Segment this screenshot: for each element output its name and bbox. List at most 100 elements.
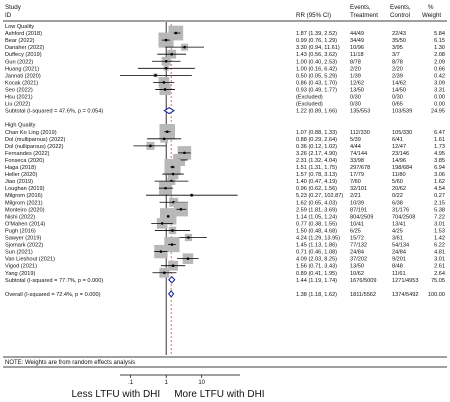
study-label: Haga (2018) [5, 165, 36, 171]
weight-percent: 0.66 [434, 66, 445, 72]
rr-ci-text: 1.87 (1.39, 2.52) [296, 31, 337, 37]
point-estimate [159, 250, 163, 253]
weight-percent: 4.81 [434, 250, 445, 256]
x-axis: .1 1 10 Less LTFU with DHI More LTFU with DH… [71, 374, 265, 400]
header-events-treatment-2: Treatment [350, 12, 378, 19]
point-estimate [170, 243, 174, 246]
weight-percent: 6.94 [434, 165, 445, 171]
point-estimate [165, 130, 169, 134]
rr-ci-text: 1.40 (0.47, 4.19) [296, 179, 337, 185]
study-label: Dol (multiparous) (2022) [5, 137, 65, 143]
events-treatment: 10/41 [350, 221, 364, 227]
overall-diamond [168, 290, 175, 298]
subtotal-label: Subtotal (I-squared = 77.7%, p = 0.000) [5, 278, 103, 284]
study-label: Sjomark (2022) [5, 243, 43, 249]
header-events-control-2: Control [390, 12, 410, 19]
study-label: Gun (2022) [5, 59, 33, 65]
subtotal-diamond [168, 276, 176, 284]
point-estimate [164, 186, 167, 190]
events-treatment: 4/44 [350, 144, 361, 150]
events-control: 14/96 [392, 158, 406, 164]
study-label: Milgrom (2021) [5, 200, 43, 206]
events-treatment: 37/202 [350, 257, 367, 263]
events-treatment: 12/62 [350, 80, 364, 86]
events-control: 20/62 [392, 186, 406, 192]
point-estimate [170, 52, 174, 56]
events-treatment: 74/144 [350, 151, 367, 157]
events-control: 3/95 [392, 45, 403, 51]
events-control: 35/50 [392, 38, 406, 44]
study-label: Fernandes (2022) [5, 151, 50, 157]
x-tick-label: 1 [165, 380, 169, 386]
events-control: 5/60 [392, 179, 403, 185]
point-estimate [162, 137, 166, 141]
point-estimate [154, 74, 157, 77]
rr-ci-text: 0.88 (0.29, 2.64) [296, 137, 337, 143]
study-label: Dol (nulliparous) (2022) [5, 144, 64, 150]
events-control: 14/62 [392, 80, 406, 86]
rr-ci-text: 1.56 (0.71, 3.43) [296, 264, 337, 270]
events-control: 6/38 [392, 200, 403, 206]
x-label-left: Less LTFU with DHI [71, 389, 160, 400]
point-estimate [190, 193, 193, 197]
weight-percent: 2.08 [434, 52, 445, 58]
study-label: Chan Ko Ling (2019) [5, 130, 57, 136]
point-estimate [164, 59, 168, 63]
events-treatment: 7/60 [350, 179, 361, 185]
rr-ci-text: 1.38 (1.18, 1.62) [296, 292, 337, 298]
x-label-right: More LTFU with DHI [174, 389, 264, 400]
events-control: 31/176 [392, 207, 409, 213]
point-estimate [171, 165, 174, 169]
weight-percent: 2.64 [434, 271, 445, 277]
study-label: Ashford (2018) [5, 31, 42, 37]
events-treatment: 2/21 [350, 193, 361, 199]
rr-ci-text: 0.89 (0.41, 1.95) [296, 271, 337, 277]
events-treatment: 804/2509 [350, 214, 373, 220]
events-control: 103/539 [392, 109, 412, 115]
weight-percent: 5.38 [434, 207, 445, 213]
events-control: 704/2508 [392, 214, 415, 220]
rr-ci-text: 1.43 (0.56, 3.62) [296, 52, 337, 58]
point-estimate [171, 264, 175, 268]
events-treatment: 13/50 [350, 264, 364, 270]
point-estimate [186, 257, 190, 260]
events-treatment: 297/678 [350, 165, 370, 171]
weight-percent: 1.61 [434, 137, 445, 143]
rr-ci-text: 3.30 (0.94, 11.61) [296, 45, 340, 51]
events-control: 9/201 [392, 257, 406, 263]
subtotal-diamond [163, 106, 176, 115]
events-treatment: 44/49 [350, 31, 364, 37]
events-treatment: 6/25 [350, 228, 361, 234]
rr-ci-text: 1.00 (0.40, 2.53) [296, 59, 337, 65]
weight-percent: 2.15 [434, 200, 445, 206]
events-control: 198/684 [392, 165, 412, 171]
header-weight-1: % [428, 4, 434, 11]
rr-ci-text: 4.24 (1.29, 13.95) [296, 236, 340, 242]
events-treatment: 17/79 [350, 172, 364, 178]
events-control: 3/7 [392, 52, 400, 58]
weight-percent: 3.01 [434, 221, 445, 227]
study-label: Sun (2021) [5, 250, 33, 256]
events-control: 54/134 [392, 243, 409, 249]
events-treatment: 5/39 [350, 137, 361, 143]
rr-ci-text: 1.22 (0.89, 1.66) [296, 109, 337, 115]
weight-percent: 100.00 [428, 292, 445, 298]
events-control: 24/84 [392, 250, 406, 256]
events-control: 1374/5492 [392, 292, 418, 298]
x-tick-label: 10 [198, 380, 205, 386]
events-treatment: 112/330 [350, 130, 370, 136]
weight-percent: 3.01 [434, 257, 445, 263]
weight-percent: 4.95 [434, 151, 445, 157]
events-treatment: 77/132 [350, 243, 367, 249]
weight-percent: 7.22 [434, 214, 445, 220]
rr-ci-text: 1.44 (1.19, 1.74) [296, 278, 337, 284]
point-estimate [163, 271, 166, 275]
point-estimate [164, 67, 168, 70]
rr-ci-text: 1.57 (0.78, 3.13) [296, 172, 337, 178]
rr-ci-text: (Excluded) [296, 95, 323, 101]
events-treatment: 32/101 [350, 186, 367, 192]
rr-ci-text: 0.86 (0.43, 1.70) [296, 80, 337, 86]
subtotal-label: Subtotal (I-squared = 47.6%, p = 0.054) [5, 109, 103, 115]
rr-ci-text: 1.51 (1.31, 1.75) [296, 165, 337, 171]
